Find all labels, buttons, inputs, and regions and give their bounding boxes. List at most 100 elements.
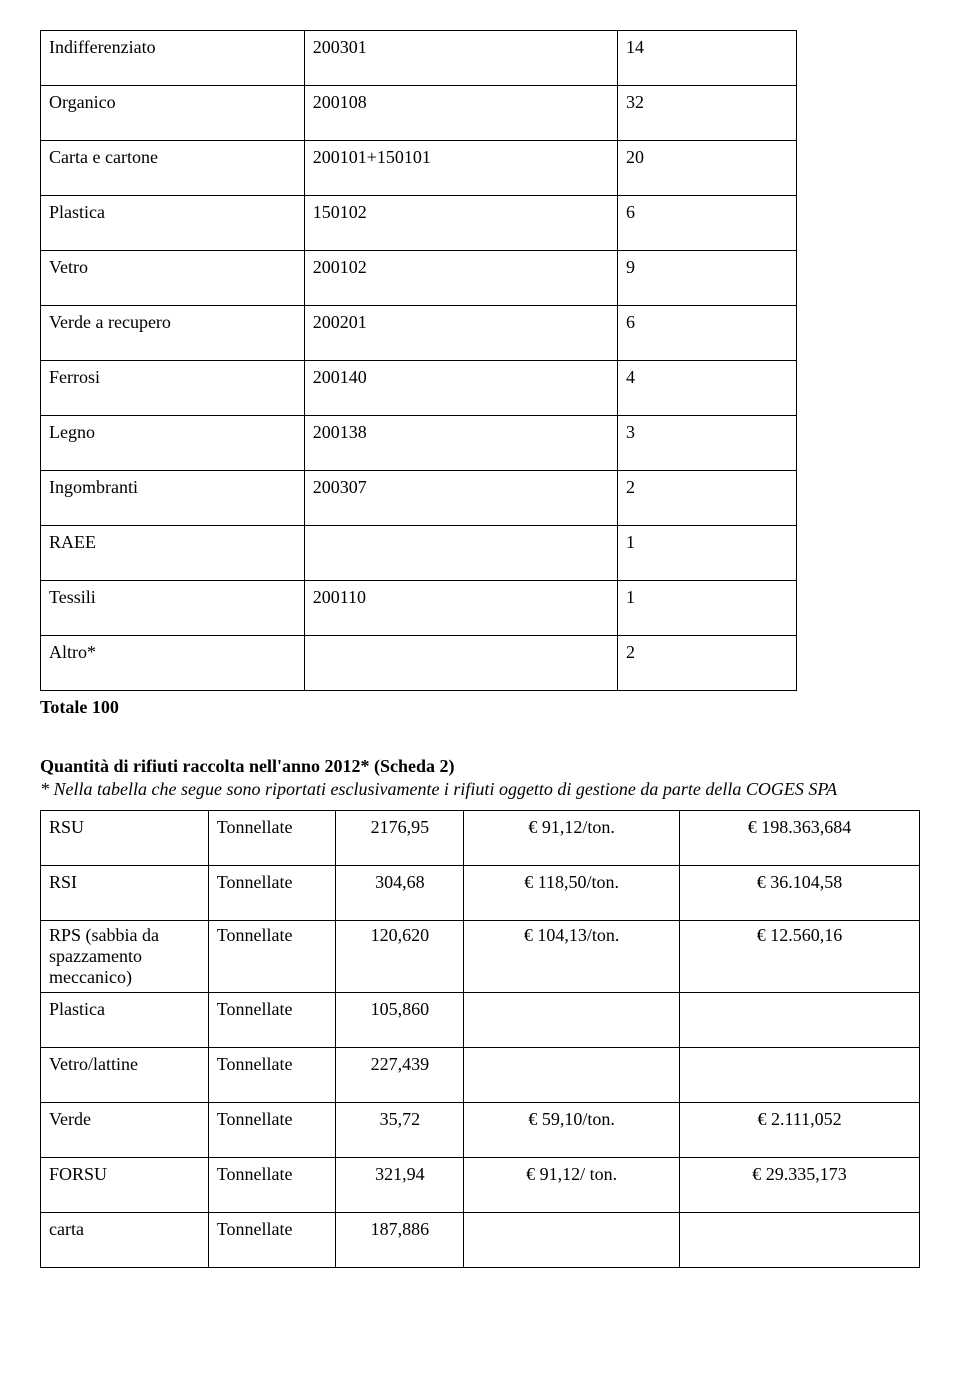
table-cell: 200201 xyxy=(304,306,617,361)
table-row: cartaTonnellate187,886 xyxy=(41,1213,920,1268)
table-cell xyxy=(464,1048,680,1103)
table-cell: 200102 xyxy=(304,251,617,306)
table-cell: Tonnellate xyxy=(208,993,336,1048)
table-cell: Tonnellate xyxy=(208,1103,336,1158)
table-cell: 200140 xyxy=(304,361,617,416)
table-cell: 4 xyxy=(618,361,797,416)
table-cell xyxy=(304,636,617,691)
table-cell: Indifferenziato xyxy=(41,31,305,86)
table-cell: RAEE xyxy=(41,526,305,581)
table-cell: Tessili xyxy=(41,581,305,636)
table-cell: FORSU xyxy=(41,1158,209,1213)
table-cell: Ferrosi xyxy=(41,361,305,416)
table-row: Organico20010832 xyxy=(41,86,797,141)
table-cell: 1 xyxy=(618,581,797,636)
table-cell: Legno xyxy=(41,416,305,471)
table-row: Ferrosi2001404 xyxy=(41,361,797,416)
table-cell: Vetro xyxy=(41,251,305,306)
table-cell: 3 xyxy=(618,416,797,471)
table-cell: 14 xyxy=(618,31,797,86)
table-cell xyxy=(304,526,617,581)
table-cell: Plastica xyxy=(41,993,209,1048)
table-cell: 150102 xyxy=(304,196,617,251)
table-cell: Organico xyxy=(41,86,305,141)
table-cell: 200307 xyxy=(304,471,617,526)
table-cell: 35,72 xyxy=(336,1103,464,1158)
table-cell: Verde a recupero xyxy=(41,306,305,361)
table-cell: € 91,12/ ton. xyxy=(464,1158,680,1213)
section2-heading: Quantità di rifiuti raccolta nell'anno 2… xyxy=(40,756,920,777)
table-cell: Carta e cartone xyxy=(41,141,305,196)
table-cell: RPS (sabbia da spazzamento meccanico) xyxy=(41,921,209,993)
table-row: Carta e cartone200101+15010120 xyxy=(41,141,797,196)
quantities-tbody: RSUTonnellate2176,95€ 91,12/ton.€ 198.36… xyxy=(41,811,920,1268)
table-cell: 2176,95 xyxy=(336,811,464,866)
table-cell: 20 xyxy=(618,141,797,196)
table-cell: 1 xyxy=(618,526,797,581)
table-row: FORSUTonnellate321,94€ 91,12/ ton.€ 29.3… xyxy=(41,1158,920,1213)
table-cell: Tonnellate xyxy=(208,1213,336,1268)
table-row: PlasticaTonnellate105,860 xyxy=(41,993,920,1048)
table-row: Indifferenziato20030114 xyxy=(41,31,797,86)
table-row: RSITonnellate304,68€ 118,50/ton.€ 36.104… xyxy=(41,866,920,921)
table-cell: € 2.111,052 xyxy=(680,1103,920,1158)
table-cell: 304,68 xyxy=(336,866,464,921)
table-cell: Ingombranti xyxy=(41,471,305,526)
table-cell xyxy=(680,993,920,1048)
table-row: Vetro/lattineTonnellate227,439 xyxy=(41,1048,920,1103)
quantities-table: RSUTonnellate2176,95€ 91,12/ton.€ 198.36… xyxy=(40,810,920,1268)
table-row: Altro* 2 xyxy=(41,636,797,691)
table1-total: Totale 100 xyxy=(40,697,920,718)
table-cell: 200101+150101 xyxy=(304,141,617,196)
table-cell: € 29.335,173 xyxy=(680,1158,920,1213)
table-cell: € 91,12/ton. xyxy=(464,811,680,866)
table-cell: 2 xyxy=(618,636,797,691)
table-cell: 6 xyxy=(618,196,797,251)
table-row: VerdeTonnellate35,72€ 59,10/ton.€ 2.111,… xyxy=(41,1103,920,1158)
table-cell: € 36.104,58 xyxy=(680,866,920,921)
table-row: Ingombranti2003072 xyxy=(41,471,797,526)
table-cell: 321,94 xyxy=(336,1158,464,1213)
table-cell: RSI xyxy=(41,866,209,921)
table-cell: 6 xyxy=(618,306,797,361)
table-cell: 32 xyxy=(618,86,797,141)
table-cell: carta xyxy=(41,1213,209,1268)
table-cell: Tonnellate xyxy=(208,1048,336,1103)
table-cell: Tonnellate xyxy=(208,1158,336,1213)
table-cell: € 104,13/ton. xyxy=(464,921,680,993)
table-row: Tessili2001101 xyxy=(41,581,797,636)
table-cell: 120,620 xyxy=(336,921,464,993)
table-cell: Altro* xyxy=(41,636,305,691)
table-cell: 227,439 xyxy=(336,1048,464,1103)
waste-codes-table: Indifferenziato20030114Organico20010832C… xyxy=(40,30,797,691)
table-row: Verde a recupero2002016 xyxy=(41,306,797,361)
table-row: Plastica1501026 xyxy=(41,196,797,251)
table-cell: 200301 xyxy=(304,31,617,86)
table-cell: € 12.560,16 xyxy=(680,921,920,993)
table-cell: Tonnellate xyxy=(208,921,336,993)
table-cell: 187,886 xyxy=(336,1213,464,1268)
table-row: RAEE 1 xyxy=(41,526,797,581)
table-cell: Plastica xyxy=(41,196,305,251)
table-cell: Vetro/lattine xyxy=(41,1048,209,1103)
table-cell xyxy=(680,1213,920,1268)
table-cell: Tonnellate xyxy=(208,866,336,921)
table-cell: 105,860 xyxy=(336,993,464,1048)
table-cell: 9 xyxy=(618,251,797,306)
table-cell: Verde xyxy=(41,1103,209,1158)
table-cell: 200138 xyxy=(304,416,617,471)
table-row: RSUTonnellate2176,95€ 91,12/ton.€ 198.36… xyxy=(41,811,920,866)
table-row: Vetro2001029 xyxy=(41,251,797,306)
table-cell xyxy=(464,1213,680,1268)
table-cell xyxy=(680,1048,920,1103)
table-row: RPS (sabbia da spazzamento meccanico)Ton… xyxy=(41,921,920,993)
table-cell: RSU xyxy=(41,811,209,866)
table-cell: € 118,50/ton. xyxy=(464,866,680,921)
table-row: Legno2001383 xyxy=(41,416,797,471)
table-cell xyxy=(464,993,680,1048)
waste-codes-tbody: Indifferenziato20030114Organico20010832C… xyxy=(41,31,797,691)
table-cell: 200110 xyxy=(304,581,617,636)
table-cell: € 198.363,684 xyxy=(680,811,920,866)
table-cell: 200108 xyxy=(304,86,617,141)
table-cell: Tonnellate xyxy=(208,811,336,866)
